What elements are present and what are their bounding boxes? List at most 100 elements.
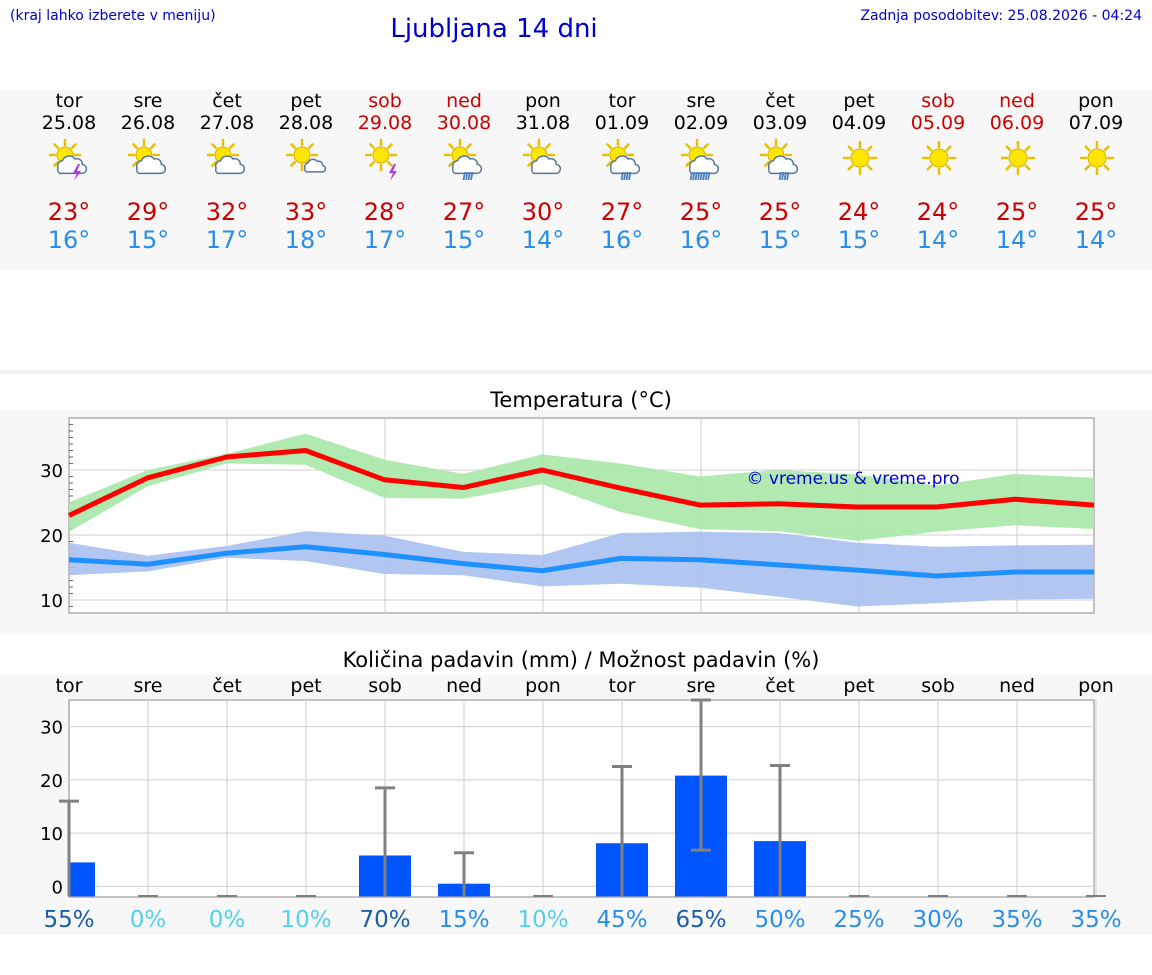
precip-probability: 30% [912,907,963,933]
x-day-label: sob [368,675,402,697]
day-column: pet 28.08 33° 18° [266,90,346,270]
sun-cloud-icon [522,138,562,175]
sun-small-cloud-icon [285,138,327,173]
precip-chart-title: Količina padavin (mm) / Možnost padavin … [342,648,820,672]
x-day-label: čet [212,675,242,697]
day-column: sob 29.08 28° 17° [345,90,425,270]
precip-probability: 35% [1070,907,1121,933]
day-column: sre 02.09 25° 16° [661,90,741,270]
precip-probability: 55% [43,907,94,933]
max-temperature: 25° [995,198,1039,226]
precip-probability: 10% [517,907,568,933]
max-temperature: 23° [47,198,91,226]
precip-probability: 0% [130,907,167,933]
temp-chart-title: Temperatura (°C) [490,388,672,412]
precip-probability: 15% [438,907,489,933]
day-name: ned [446,90,482,112]
day-name: čet [765,90,795,112]
precip-bar [69,862,95,897]
max-temperature: 25° [758,198,802,226]
sun-cloud-lightning-icon [48,138,88,181]
day-date: 25.08 [41,112,97,134]
plot-area [68,699,1095,898]
day-name: pet [843,90,875,112]
precip-probability: 45% [596,907,647,933]
sun-icon [1079,140,1115,176]
day-column: tor 01.09 27° 16° [582,90,662,270]
x-day-label: ned [999,675,1035,697]
day-name: tor [55,90,83,112]
day-date: 04.09 [831,112,887,134]
min-temperature: 17° [363,226,407,254]
day-date: 30.08 [436,112,492,134]
day-name: tor [608,90,636,112]
max-temp-line [67,448,1095,518]
day-date: 06.09 [989,112,1045,134]
divider [0,370,1152,374]
sun-cloud-rain-icon [443,138,483,181]
day-name: pon [525,90,561,112]
x-day-label: sre [687,675,716,697]
sun-cloud-icon [206,138,246,175]
x-day-label: ned [446,675,482,697]
menu-hint[interactable]: (kraj lahko izberete v meniju) [10,8,216,24]
min-temperature: 15° [442,226,486,254]
max-temperature: 28° [363,198,407,226]
y-tick-label: 10 [40,591,63,612]
x-day-label: čet [765,675,795,697]
precip-probability: 65% [675,907,726,933]
sun-cloud-icon [127,138,167,175]
sun-icon [842,140,878,176]
day-date: 01.09 [594,112,650,134]
max-temperature: 29° [126,198,170,226]
precipitation-chart: tor sre čet pet sob ned pon tor sre čet pet sob ned p… [40,675,1121,933]
day-name: sob [368,90,402,112]
day-column: pon 07.09 25° 14° [1056,90,1136,270]
day-column: sre 26.08 29° 15° [108,90,188,270]
day-column: pon 31.08 30° 14° [503,90,583,270]
day-column: sob 05.09 24° 14° [898,90,978,270]
precip-probability: 25% [833,907,884,933]
day-date: 03.09 [752,112,808,134]
day-date: 07.09 [1068,112,1124,134]
day-column: tor 25.08 23° 16° [29,90,109,270]
day-name: sob [921,90,955,112]
max-temperature: 30° [521,198,565,226]
min-temperature: 14° [916,226,960,254]
y-tick-label: 30 [40,461,63,482]
x-day-label: tor [609,675,636,697]
day-date: 05.09 [910,112,966,134]
min-temperature: 17° [205,226,249,254]
x-day-label: pet [290,675,321,697]
max-temperature: 27° [442,198,486,226]
sun-lightning-icon [364,138,398,181]
day-column: pet 04.09 24° 15° [819,90,899,270]
day-name: čet [212,90,242,112]
sun-cloud-rain-icon [601,138,641,181]
day-name: sre [686,90,716,112]
temperature-chart: 10 20 30 © vreme.us & vreme.pro [40,417,1095,614]
day-date: 31.08 [515,112,571,134]
page-title: Ljubljana 14 dni [390,14,598,44]
day-name: ned [999,90,1035,112]
day-date: 29.08 [357,112,413,134]
precip-probability: 35% [991,907,1042,933]
min-temperature: 14° [1074,226,1118,254]
x-day-label: sre [134,675,163,697]
day-name: pon [1078,90,1114,112]
precip-probability: 0% [209,907,246,933]
day-date: 02.09 [673,112,729,134]
last-update: Zadnja posodobitev: 25.08.2026 - 04:24 [860,8,1142,24]
day-date: 27.08 [199,112,255,134]
min-temp-line [68,544,1094,579]
y-tick-label: 30 [40,718,63,739]
min-temperature: 15° [837,226,881,254]
y-tick-label: 10 [40,824,63,845]
min-temperature: 15° [758,226,802,254]
sun-cloud-rain-icon [759,138,799,181]
day-column: ned 30.08 27° 15° [424,90,504,270]
x-day-label: pon [1078,675,1114,697]
precip-probability: 70% [359,907,410,933]
max-temperature: 33° [284,198,328,226]
day-column: ned 06.09 25° 14° [977,90,1057,270]
